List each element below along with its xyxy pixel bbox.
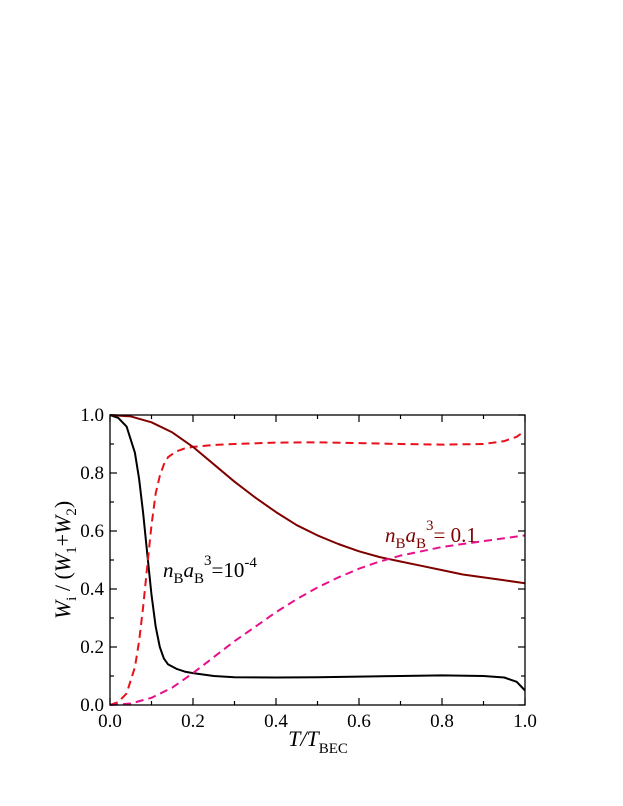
x-tick-label: 1.0 <box>513 711 537 732</box>
annotation-eq: = 0.1 <box>434 523 477 547</box>
y-axis-label-mid: / ( <box>50 572 75 596</box>
annotation-sup: 3 <box>204 553 212 569</box>
x-tick-label: 0.6 <box>347 711 371 732</box>
y-tick-label: 1.0 <box>80 405 104 426</box>
y-tick-label: 0.6 <box>80 521 104 542</box>
annotation-eq: =10 <box>212 558 245 582</box>
x-axis-label-sub: BEC <box>319 741 348 757</box>
y-axis-label-w1: W <box>50 552 75 572</box>
annotation-high-density: nBaB3= 0.1 <box>385 518 477 552</box>
plot-area <box>109 414 526 706</box>
series-layer <box>109 414 526 706</box>
annotation-a: a <box>406 523 417 547</box>
series-line-2 <box>109 414 526 585</box>
series-line-0 <box>109 414 526 692</box>
annotation-a-sub: B <box>194 571 204 587</box>
y-axis-label-w2: W <box>50 514 75 534</box>
y-axis-label-s1: 1 <box>64 546 80 554</box>
y-axis-label-i: i <box>64 597 80 601</box>
y-axis-label-s2: 2 <box>64 508 80 516</box>
annotation-n: n <box>385 523 396 547</box>
y-axis-label: Wi / (W1+W2) <box>50 501 80 619</box>
y-tick-labels: 0.0 0.2 0.4 0.6 0.8 1.0 <box>80 405 104 716</box>
x-axis-label-main: T/T <box>288 726 320 751</box>
annotation-n: n <box>163 558 174 582</box>
x-tick-label: 0.4 <box>264 711 288 732</box>
y-axis-label-w: W <box>50 599 75 619</box>
annotation-a: a <box>184 558 195 582</box>
x-tick-label: 0.8 <box>430 711 454 732</box>
x-tick-labels: 0.0 0.2 0.4 0.6 0.8 1.0 <box>98 711 537 732</box>
annotation-n-sub: B <box>174 571 184 587</box>
annotation-exp: -4 <box>244 555 257 571</box>
annotation-low-density: nBaB3=10-4 <box>163 553 257 587</box>
y-axis-label-plus: + <box>50 534 75 546</box>
y-tick-label: 0.8 <box>80 463 104 484</box>
annotation-a-sub: B <box>416 536 426 552</box>
y-tick-label: 0.2 <box>80 637 104 658</box>
annotation-n-sub: B <box>396 536 406 552</box>
series-line-1 <box>109 430 526 706</box>
annotation-sup: 3 <box>426 518 434 534</box>
x-axis-label: T/TBEC <box>288 726 348 757</box>
x-tick-label: 0.0 <box>98 711 122 732</box>
x-tick-label: 0.2 <box>181 711 205 732</box>
y-tick-label: 0.4 <box>80 579 104 600</box>
ticks-layer <box>109 414 526 706</box>
y-axis-label-close: ) <box>50 501 75 508</box>
y-tick-label: 0.0 <box>80 695 104 716</box>
